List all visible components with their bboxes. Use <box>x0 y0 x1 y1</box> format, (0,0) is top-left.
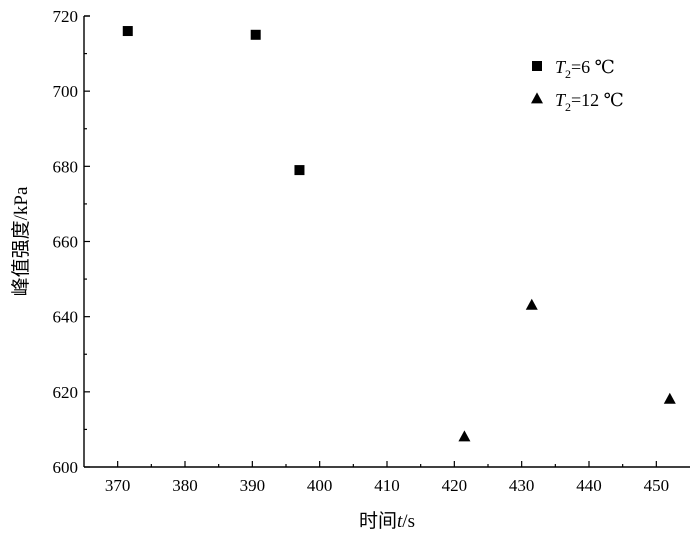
x-axis-title-suffix: /s <box>402 511 415 532</box>
square-point <box>294 165 305 176</box>
triangle-point <box>663 392 676 404</box>
x-tick-label: 400 <box>307 476 333 495</box>
x-ticks: 370 380 390 400 410 420 430 440 450 <box>105 461 669 495</box>
x-tick-label: 440 <box>576 476 602 495</box>
y-tick-label: 700 <box>53 82 79 101</box>
data-points <box>122 26 676 442</box>
square-point <box>250 29 261 40</box>
y-tick-label: 660 <box>53 233 79 252</box>
x-axis-title: 时间t/s <box>359 510 415 532</box>
legend: T2=6 ℃T2=12 ℃ <box>531 57 624 114</box>
x-axis-title-var: t <box>397 511 403 532</box>
x-tick-label: 380 <box>172 476 198 495</box>
y-tick-label: 720 <box>53 7 79 26</box>
x-tick-label: 410 <box>374 476 400 495</box>
x-tick-label: 430 <box>509 476 535 495</box>
legend-label-rest: =6 ℃ <box>571 57 615 77</box>
triangle-point <box>525 298 538 310</box>
legend-label-var: T <box>555 57 567 77</box>
y-ticks: 600 620 640 660 680 700 720 <box>53 7 90 477</box>
y-tick-label: 600 <box>53 458 79 477</box>
x-tick-label: 390 <box>240 476 266 495</box>
axes: 370 380 390 400 410 420 430 440 450 600 620 640 660… <box>53 7 690 495</box>
legend-label-rest: =12 ℃ <box>571 90 624 110</box>
y-tick-label: 640 <box>53 308 79 327</box>
legend-label: T2=6 ℃ <box>555 57 615 81</box>
y-tick-label: 680 <box>53 157 79 176</box>
x-tick-label: 370 <box>105 476 131 495</box>
legend-label-sub: 2 <box>565 100 571 114</box>
x-tick-label: 420 <box>442 476 468 495</box>
y-axis-title: 峰值强度/kPa <box>10 186 32 296</box>
legend-label-sub: 2 <box>565 67 571 81</box>
triangle-point <box>458 430 471 442</box>
legend-label-var: T <box>555 90 567 110</box>
square-point <box>122 26 133 37</box>
y-tick-label: 620 <box>53 383 79 402</box>
legend-label: T2=12 ℃ <box>555 90 624 114</box>
legend-square-marker <box>532 61 542 71</box>
x-axis-title-prefix: 时间 <box>359 510 397 532</box>
x-tick-label: 450 <box>644 476 670 495</box>
legend-triangle-marker <box>531 92 543 104</box>
